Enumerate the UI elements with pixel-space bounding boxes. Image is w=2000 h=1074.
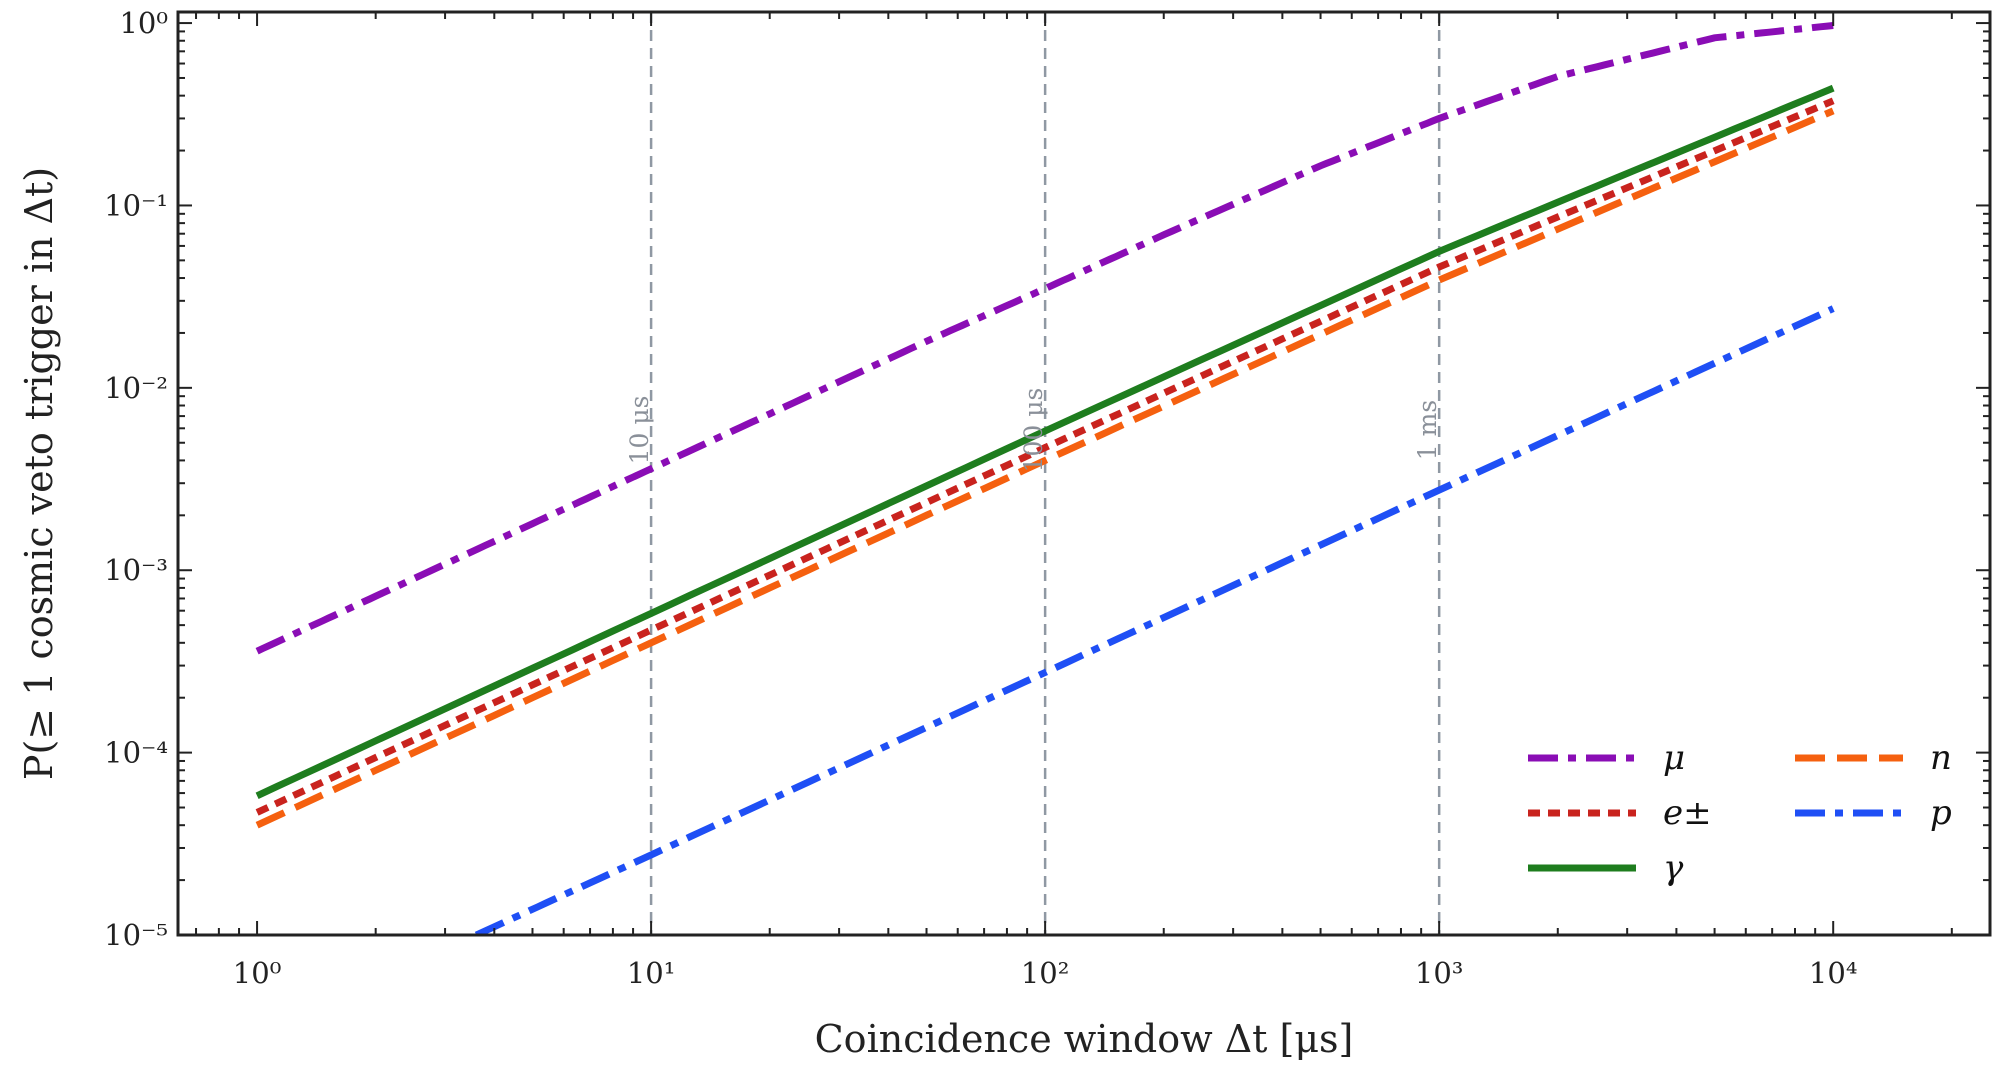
- series-lines: [255, 22, 1835, 935]
- legend-label-epm: e±: [1663, 793, 1712, 833]
- plot-frame: [176, 10, 1992, 937]
- reference-lines: [649, 12, 1441, 935]
- legend-label-gamma: γ: [1663, 848, 1684, 888]
- series-line-p: [474, 305, 1835, 935]
- series-line-epm: [255, 97, 1835, 816]
- y-tick-label: 10⁻⁴: [104, 736, 168, 770]
- legend-item-gamma: γ: [1528, 848, 1684, 888]
- y-tick-label: 10⁻²: [104, 371, 168, 405]
- y-tick-label: 10⁻¹: [104, 188, 168, 222]
- axis-ticks: [178, 12, 1990, 936]
- x-tick-label: 10¹: [627, 956, 676, 990]
- x-tick-label: 10⁴: [1809, 956, 1858, 990]
- reference-line-label-10-mus: 10 μs: [625, 396, 654, 465]
- legend-item-n: n: [1795, 738, 1952, 778]
- legend-item-p: p: [1795, 793, 1952, 833]
- legend-label-p: p: [1930, 793, 1952, 833]
- x-tick-label: 10⁰: [233, 956, 282, 990]
- legend-label-mu: μ: [1663, 738, 1685, 778]
- series-line-mu: [255, 22, 1834, 655]
- y-tick-label: 10⁻³: [104, 553, 168, 587]
- reference-line-labels: 10 μs 100 μs 1 ms: [625, 388, 1442, 473]
- series-line-gamma: [255, 84, 1835, 799]
- legend-item-mu: μ: [1528, 738, 1685, 778]
- series-line-n: [255, 107, 1835, 829]
- tick-labels: 10⁰ 10¹ 10² 10³ 10⁴ 10⁻⁵ 10⁻⁴ 10⁻³ 10⁻² 10⁻¹ 10⁰: [104, 6, 1857, 990]
- reference-line-label-100-mus: 100 μs: [1019, 388, 1048, 473]
- x-tick-label: 10³: [1415, 956, 1464, 990]
- reference-line-label-1-ms: 1 ms: [1413, 400, 1442, 460]
- y-tick-label: 10⁰: [119, 6, 168, 40]
- x-axis-label: Coincidence window Δt [μs]: [815, 1017, 1354, 1061]
- legend: μ e± γ np: [1528, 738, 1952, 888]
- y-axis-label: P(≥ 1 cosmic veto trigger in Δt): [17, 167, 61, 780]
- legend-item-epm: e±: [1528, 793, 1712, 833]
- legend-label-n: n: [1930, 738, 1952, 778]
- x-tick-label: 10²: [1021, 956, 1070, 990]
- y-tick-label: 10⁻⁵: [104, 918, 168, 952]
